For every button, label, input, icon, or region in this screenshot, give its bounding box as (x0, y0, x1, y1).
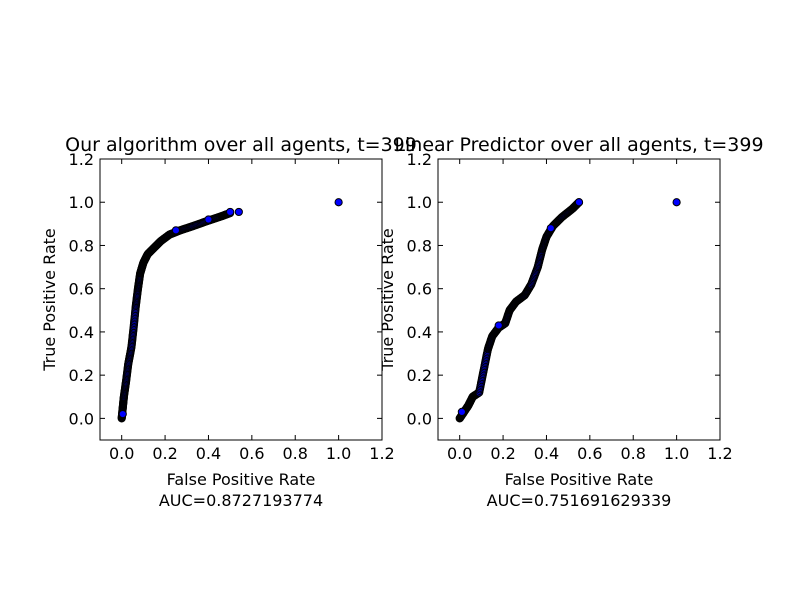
x-tick-label: 1.0 (326, 444, 351, 463)
plot-frame (437, 158, 721, 441)
y-tick-label: 1.0 (407, 193, 432, 212)
data-points (117, 198, 343, 423)
y-tick-label: 0.0 (69, 409, 94, 428)
roc-point (171, 226, 181, 235)
roc-point (672, 198, 681, 207)
roc-point (234, 207, 243, 217)
x-tick-label: 0.0 (109, 444, 134, 463)
x-tick-label: 0.2 (152, 444, 177, 463)
y-axis-label: True Positive Rate (378, 228, 397, 372)
y-tick-label: 0.8 (69, 236, 94, 255)
y-tick-label: 0.8 (407, 236, 432, 255)
roc-point (204, 215, 213, 224)
x-axis-label: False Positive Rate (505, 470, 654, 489)
roc-point (226, 207, 235, 217)
x-tick-label: 1.2 (369, 444, 394, 463)
y-tick-label: 1.2 (69, 150, 94, 169)
x-tick-label: 0.8 (283, 444, 308, 463)
chart-title: Linear Predictor over all agents, t=399 (394, 134, 763, 156)
x-tick-label: 0.6 (577, 444, 602, 463)
chart-panel-1: 0.0 0.2 0.4 0.6 0.8 1.0 1.2 0.0 0.2 0.4 0.6 0.8 1.0 1… (40, 134, 417, 510)
auc-label: AUC=0.751691629339 (487, 491, 672, 510)
x-tick-label: 0.8 (621, 444, 646, 463)
y-tick-label: 0.2 (69, 366, 94, 385)
x-tick-label: 1.2 (707, 444, 732, 463)
y-tick-label: 0.0 (407, 409, 432, 428)
roc-point (118, 409, 127, 419)
y-tick-label: 0.6 (69, 280, 94, 299)
x-tick-label: 0.0 (447, 444, 472, 463)
roc-point (546, 224, 555, 233)
x-tick-label: 0.6 (239, 444, 264, 463)
roc-point (494, 321, 503, 330)
auc-label: AUC=0.8727193774 (159, 491, 323, 510)
y-axis-label: True Positive Rate (40, 228, 59, 372)
x-axis-label: False Positive Rate (167, 470, 316, 489)
chart-title: Our algorithm over all agents, t=399 (65, 134, 417, 156)
y-tick-label: 0.4 (407, 323, 432, 342)
roc-point (574, 198, 584, 207)
plot-frame (99, 158, 383, 441)
y-tick-label: 0.2 (407, 366, 432, 385)
x-tick-label: 1.0 (664, 444, 689, 463)
x-tick-label: 0.2 (490, 444, 515, 463)
roc-point (334, 198, 343, 207)
y-tick-label: 0.4 (69, 323, 94, 342)
x-tick-label: 0.4 (196, 444, 221, 463)
y-tick-label: 1.2 (407, 150, 432, 169)
x-tick-label: 0.4 (534, 444, 559, 463)
roc-point (457, 407, 466, 416)
y-tick-label: 0.6 (407, 280, 432, 299)
chart-panel-2: 0.0 0.2 0.4 0.6 0.8 1.0 1.2 0.0 0.2 0.4 0.6 0.8 1.0 1… (378, 134, 764, 510)
data-points (455, 198, 681, 423)
y-tick-label: 1.0 (69, 193, 94, 212)
